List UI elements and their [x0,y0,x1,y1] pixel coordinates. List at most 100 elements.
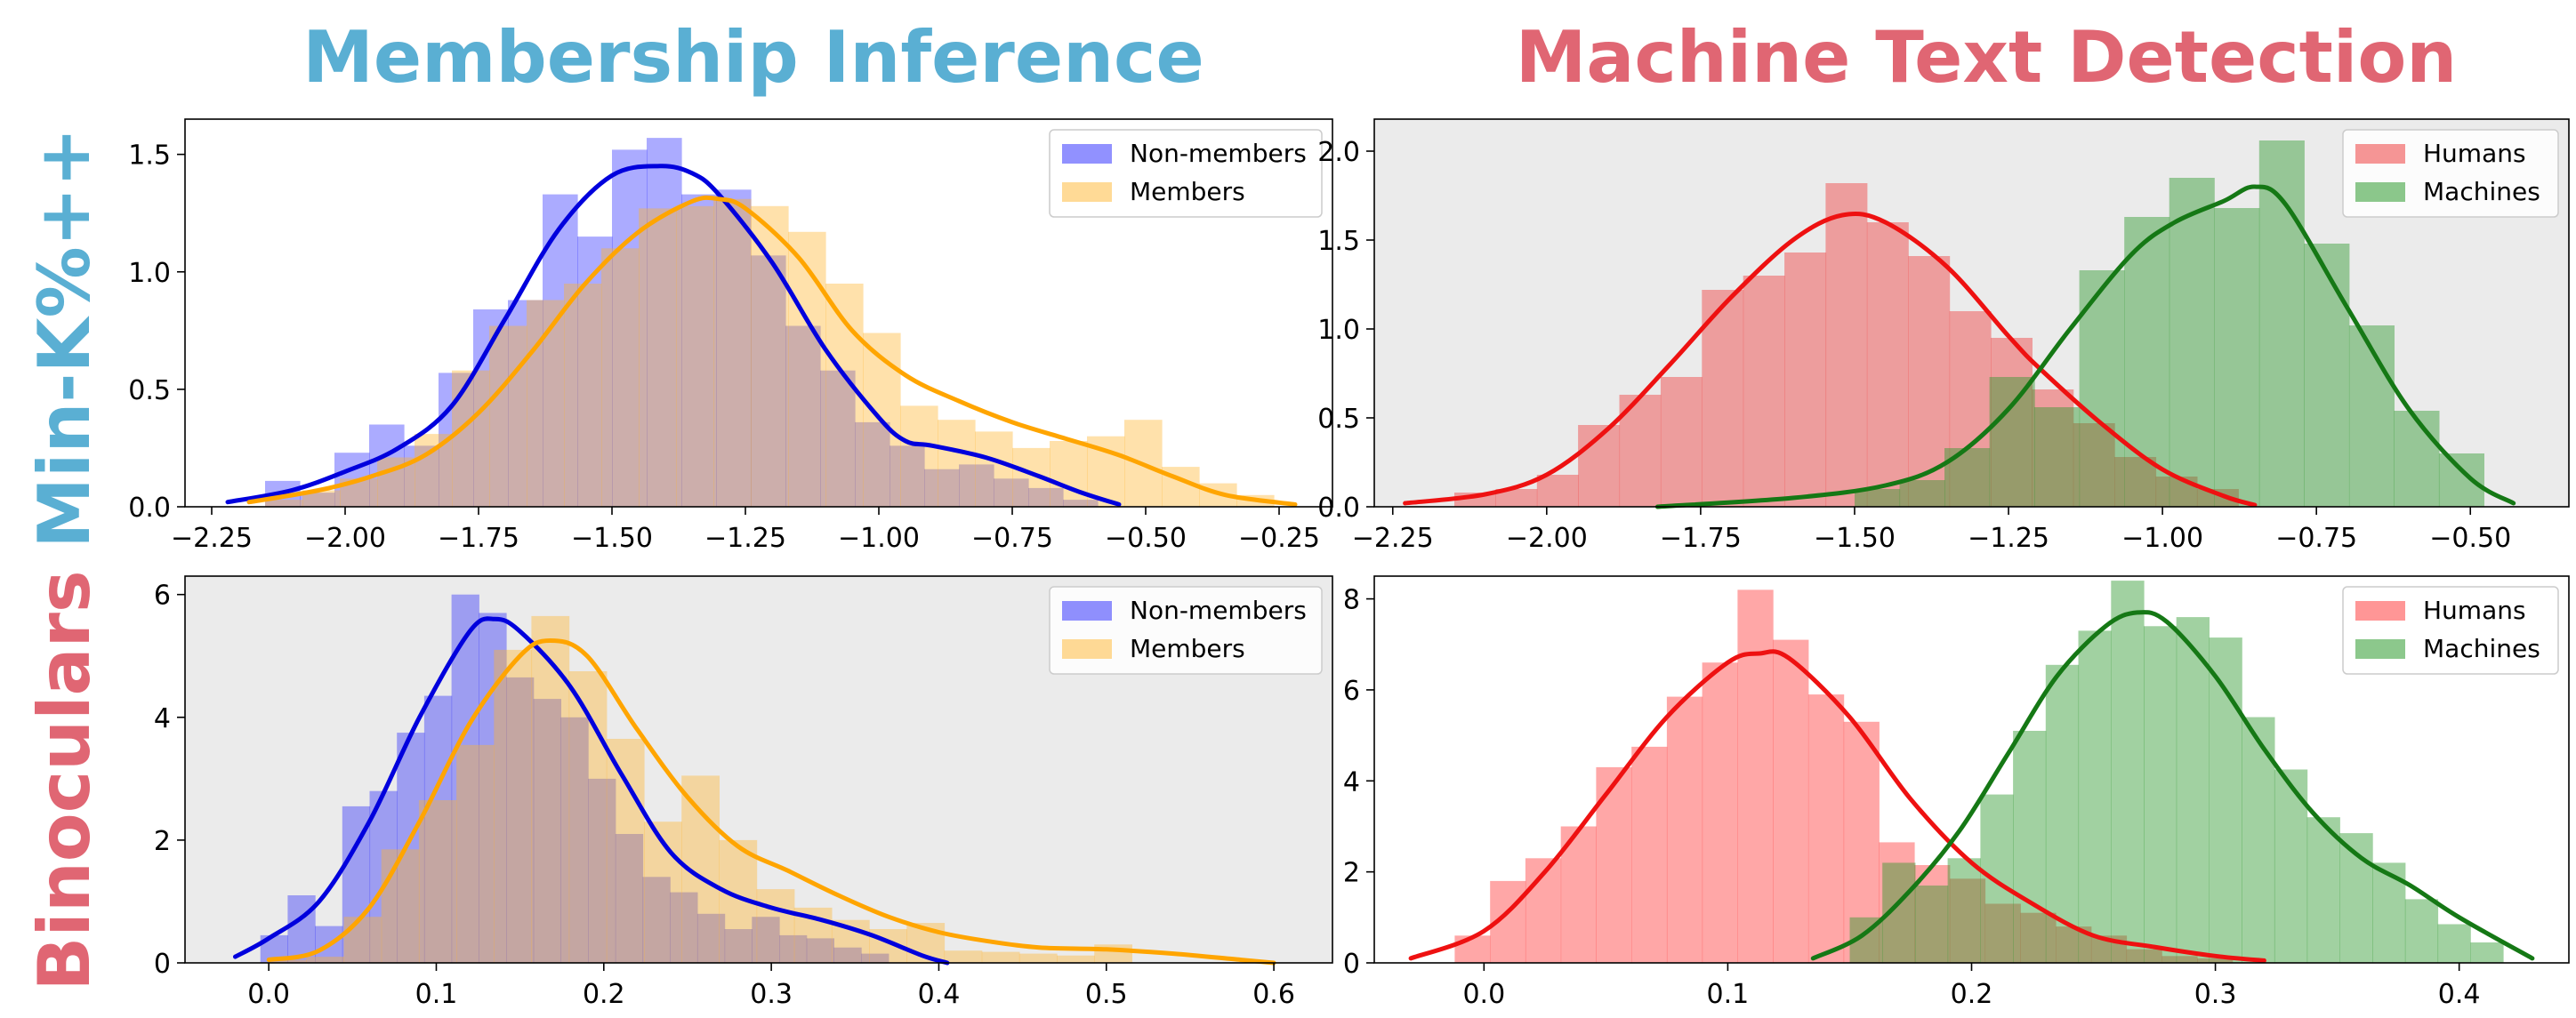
histogram-bar-non-members [779,934,808,963]
histogram-bar-machines [1989,377,2035,507]
kde-line-members [266,638,1276,966]
histogram-bar-humans [2197,958,2234,963]
histogram-bar-non-members [300,493,335,507]
histogram-bar-machines [1947,858,1981,963]
histogram-bar-humans [2161,956,2198,963]
histogram-bar-members [418,800,457,963]
histogram-bar-machines [2394,411,2440,507]
chart-panel-detection-binoculars: 0.0 0.1 0.2 0.3 0.4 0 2 4 6 8 Humans Machines [1343,575,2570,1010]
histogram-bar-machines [1980,794,2014,963]
histogram-bar-non-members [994,478,1029,507]
x-tick-label: 0.0 [1462,979,1505,1010]
histogram-bar-machines [2078,630,2112,963]
histogram-bar-members [564,284,602,507]
x-tick-label: 0.1 [1707,979,1750,1010]
histogram-bar-members [975,431,1013,507]
histogram-bar-non-members [696,913,726,963]
histogram-bar-non-members [861,953,890,963]
histogram-bar-machines [2034,407,2081,507]
histogram-bar-humans [1908,256,1951,507]
histogram-bar-members [494,649,533,963]
histogram-bar-humans [2073,423,2115,507]
chart-panel-membership-binoculars: 0.0 0.1 0.2 0.3 0.4 0.5 0.6 0 2 4 6 Non-members Memb… [154,575,1333,1010]
plot-frame [184,118,1333,508]
histogram-bar-non-members [806,938,834,963]
histogram-bar-members [1050,441,1088,507]
histogram-bar-humans [1666,696,1703,963]
x-tick-label: 0.3 [750,979,793,1010]
histogram-bar-non-members [642,877,671,963]
histogram-bar-humans [1702,662,1738,963]
histogram-bar-members [265,500,303,507]
histogram-bar-non-members [1028,487,1064,507]
histogram-bar-non-members [647,138,682,507]
histogram-bar-non-members [479,613,507,963]
histogram-bar-members [606,739,645,963]
histogram-bar-members [531,615,570,963]
histogram-bar-machines [2306,817,2340,963]
histogram-non-members [265,138,1099,508]
x-tick-label: 0.2 [1951,979,1993,1010]
histogram-bar-humans [1743,276,1785,507]
legend-label-humans: Humans [2423,139,2526,168]
plot-frame [184,575,1333,964]
x-tick-label: 0.3 [2194,979,2237,1010]
histogram-bar-machines [2144,626,2178,963]
y-tick-label: 1.0 [128,258,171,289]
histogram-bar-humans [1807,694,1845,963]
histogram-bar-non-members [785,325,821,507]
histogram-bar-humans [1536,475,1579,507]
histogram-bar-machines [2169,178,2215,507]
y-tick-label: 1.0 [1317,315,1360,346]
x-tick-label: −1.50 [571,523,653,554]
histogram-bar-machines [2437,924,2471,963]
row-title-binoculars: Binoculars [23,570,106,990]
x-tick-label: −0.50 [1105,523,1187,554]
kde-line-machines [1810,609,2535,961]
histogram-bar-humans [2032,389,2074,507]
histogram-bar-machines [2209,637,2242,963]
histogram-bar-non-members [508,300,543,507]
x-tick-label: −1.25 [1968,523,2049,554]
legend-label-non-members: Non-members [1130,596,1307,625]
y-tick-label: 0.5 [128,375,171,406]
histogram-bar-members [981,951,1020,963]
histogram-bar-non-members [612,149,648,507]
y-tick-label: 2 [1343,858,1360,889]
histogram-bar-non-members [924,469,960,507]
x-tick-label: −2.00 [1506,523,1588,554]
plot-frame [1373,118,2570,508]
histogram-bar-humans [1631,746,1668,963]
histogram-bar-members [639,208,677,507]
histogram-bar-non-members [670,892,698,963]
histogram-bar-members [938,420,976,507]
histogram-bar-members [456,744,495,963]
y-tick-label: 6 [1343,676,1360,707]
y-tick-label: 8 [1343,585,1360,616]
histogram-bar-machines [2438,453,2484,507]
kde-line-humans [1403,211,2258,508]
x-tick-label: −0.75 [971,523,1053,554]
histogram-bar-humans [1866,222,1909,507]
legend-swatch-machines [2355,182,2405,202]
y-tick-label: 0.0 [128,493,171,524]
histogram-bar-non-members [397,733,425,963]
x-tick-label: −2.25 [171,523,253,554]
histogram-bar-machines [2214,208,2260,507]
histogram-machines [1849,581,2504,963]
y-tick-label: 0 [1343,949,1360,980]
histogram-bar-humans [1784,252,1827,507]
histogram-bar-non-members [615,834,644,963]
y-tick-label: 2.0 [1317,137,1360,168]
histogram-bar-non-members [1063,500,1099,507]
kde-line-non-members [225,164,1122,507]
histogram-bar-machines [1914,886,1949,963]
legend: Non-members Members [1049,586,1323,675]
histogram-bar-non-members [751,255,786,507]
x-tick-label: −1.25 [704,523,786,554]
histogram-bar-machines [2111,581,2145,963]
y-tick-label: 0 [154,949,171,980]
histogram-bar-humans [1560,826,1597,963]
histogram-bar-non-members [533,699,561,963]
